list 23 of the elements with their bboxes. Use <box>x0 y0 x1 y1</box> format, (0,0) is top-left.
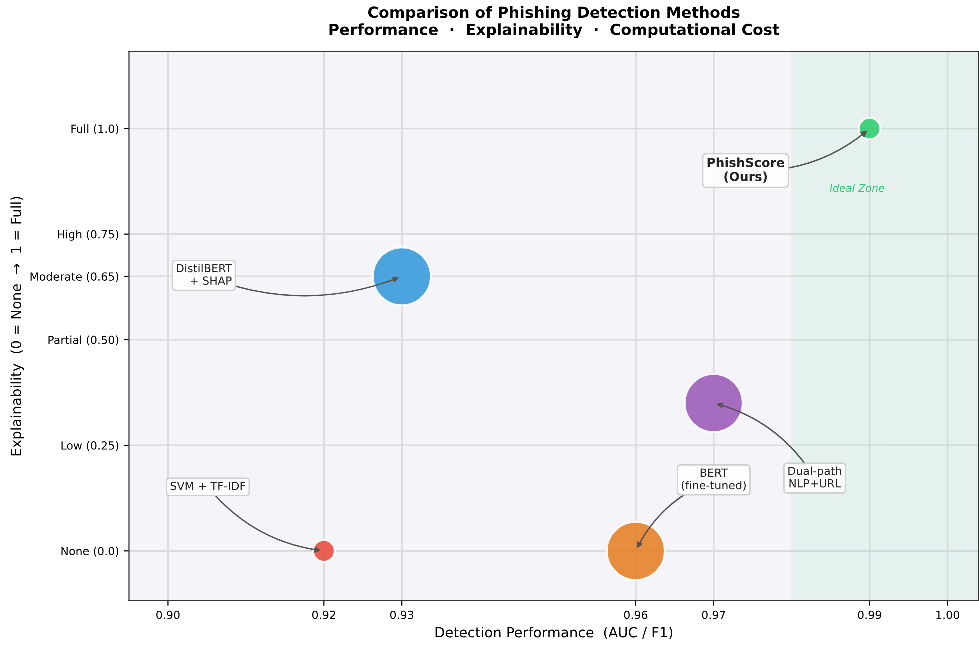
x-tick-label: 0.92 <box>312 610 336 620</box>
chart-subtitle: Performance · Explainability · Computational Cost <box>330 24 780 39</box>
x-axis-title: Detection Performance (AUC / F1) <box>436 627 673 640</box>
annotation: SVM + TF-IDF <box>170 482 246 490</box>
chart-title: Comparison of Phishing Detection Methods <box>368 6 740 22</box>
y-tick-label: Low (0.25) <box>62 441 119 452</box>
x-tick-label: 0.96 <box>624 610 648 620</box>
x-tick-label: 1.00 <box>936 610 960 620</box>
x-tick-label: 0.90 <box>156 610 180 620</box>
annotation: BERT (fine-tuned) <box>682 468 746 491</box>
y-tick-label: Full (1.0) <box>72 124 119 134</box>
x-tick-label: 0.93 <box>390 610 414 620</box>
y-tick-label: Moderate (0.65) <box>30 272 119 282</box>
annotation: Dual-path NLP+URL <box>788 466 842 488</box>
annotation: DistilBERT + SHAP <box>177 264 232 286</box>
annotation: PhishScore (Ours) <box>708 158 784 183</box>
y-axis-title: Explainability (0 = None → 1 = Full) <box>10 197 24 456</box>
band-label: Ideal Zone <box>830 184 885 192</box>
x-tick-label: 0.97 <box>702 610 726 620</box>
y-tick-label: None (0.0) <box>62 546 119 557</box>
x-tick-label: 0.99 <box>858 610 882 620</box>
y-tick-label: Partial (0.50) <box>48 336 119 346</box>
y-tick-label: High (0.75) <box>58 230 119 241</box>
